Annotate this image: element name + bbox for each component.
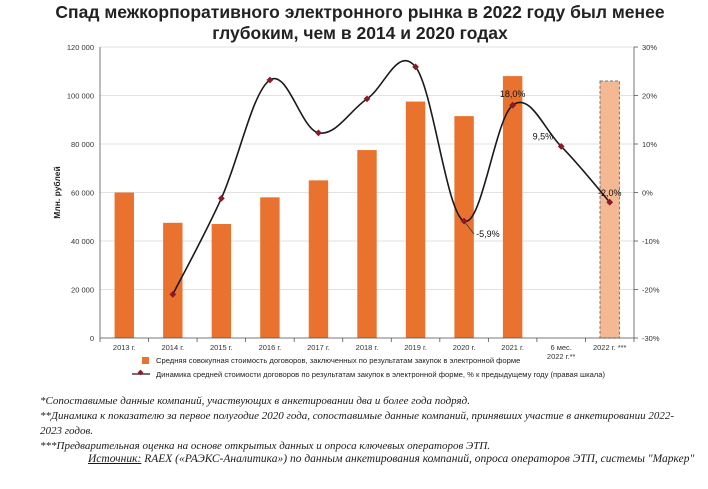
x-tick-label: 2019 г. xyxy=(404,343,427,352)
y-right-tick-label: 30% xyxy=(642,43,657,52)
y-left-tick-label: 80 000 xyxy=(71,140,94,149)
bar xyxy=(405,101,426,338)
data-labels: -5,9% 18,0% 9,5% -2,0% xyxy=(463,89,622,239)
x-tick-label: 2018 г. xyxy=(356,343,379,352)
x-tick-label: 2016 г. xyxy=(259,343,282,352)
bar xyxy=(502,76,523,338)
legend: Средняя совокупная стоимость договоров, … xyxy=(132,356,605,379)
data-label: 9,5% xyxy=(533,131,554,141)
line-series xyxy=(169,59,614,298)
footnotes: *Сопоставимые данные компаний, участвующ… xyxy=(40,394,690,454)
x-tick-label: 2022 г. *** xyxy=(593,343,627,352)
source-label: Источник: xyxy=(88,453,142,465)
x-tick-label: 2013 г. xyxy=(113,343,136,352)
line-marker xyxy=(606,198,614,206)
y-left-tick-label: 40 000 xyxy=(71,237,94,246)
x-tick-label: 2021 г. xyxy=(501,343,524,352)
x-tick-label: 2017 г. xyxy=(307,343,330,352)
y-right-tick-label: 10% xyxy=(642,140,657,149)
source-line: Источник: RAEX («РАЭКС-Аналитика») по да… xyxy=(88,453,694,465)
line-marker xyxy=(266,76,274,84)
y-axis-title: Млн. рублей xyxy=(52,166,62,218)
bar-series xyxy=(114,76,620,339)
y-left-tick-label: 120 000 xyxy=(67,43,94,52)
x-tick-label: 6 мес. xyxy=(550,343,571,352)
y-right-tick-label: 20% xyxy=(642,92,657,101)
bar xyxy=(308,180,329,338)
data-label: -2,0% xyxy=(598,188,622,198)
bar xyxy=(163,222,183,338)
legend-label-bar: Средняя совокупная стоимость договоров, … xyxy=(156,356,520,365)
x-tick-label: 2015 г. xyxy=(210,343,233,352)
line-path xyxy=(172,59,611,295)
bar xyxy=(454,116,474,338)
y-left-tick-label: 60 000 xyxy=(71,189,94,198)
line-marker xyxy=(315,129,322,137)
bar xyxy=(260,197,280,338)
y-right-tick-label: -10% xyxy=(642,237,660,246)
source-text: RAEX («РАЭКС-Аналитика») по данным анкет… xyxy=(141,453,695,465)
data-label: -5,9% xyxy=(476,229,500,239)
footnote-1: *Сопоставимые данные компаний, участвующ… xyxy=(40,395,470,407)
bar xyxy=(357,150,377,338)
x-tick-label: 2020 г. xyxy=(453,343,476,352)
bar xyxy=(114,192,134,338)
y-right-tick-label: -30% xyxy=(642,334,660,343)
chart-title: Спад межкорпоративного электронного рынк… xyxy=(55,2,665,43)
legend-swatch-bar xyxy=(142,357,149,364)
legend-label-line: Динамика средней стоимости договоров по … xyxy=(156,370,605,379)
y-right-tick-label: -20% xyxy=(642,286,660,295)
footnote-2: **Динамика к показателю за первое полуго… xyxy=(40,410,675,437)
x-tick-label: 2022 г.** xyxy=(547,352,576,361)
bar xyxy=(211,224,232,338)
line-marker xyxy=(169,290,177,298)
chart-canvas: 0 20 000 40 000 60 000 80 000 100 000 120 000 -… xyxy=(52,43,660,379)
data-label: 18,0% xyxy=(500,89,526,99)
legend-swatch-marker xyxy=(137,369,144,376)
line-marker xyxy=(412,63,419,71)
x-tick-label: 2014 г. xyxy=(161,343,184,352)
line-marker xyxy=(363,95,371,103)
y-left-tick-label: 20 000 xyxy=(71,286,94,295)
footnote-3: ***Предварительная оценка на основе откр… xyxy=(40,440,491,452)
y-left-tick-label: 0 xyxy=(90,334,94,343)
y-right-tick-label: 0% xyxy=(642,189,653,198)
y-left-tick-label: 100 000 xyxy=(67,92,94,101)
line-marker xyxy=(217,194,225,202)
data-label-leader xyxy=(463,220,475,235)
axes: 0 20 000 40 000 60 000 80 000 100 000 120 000 -… xyxy=(52,43,660,361)
bar-estimate xyxy=(599,80,620,339)
